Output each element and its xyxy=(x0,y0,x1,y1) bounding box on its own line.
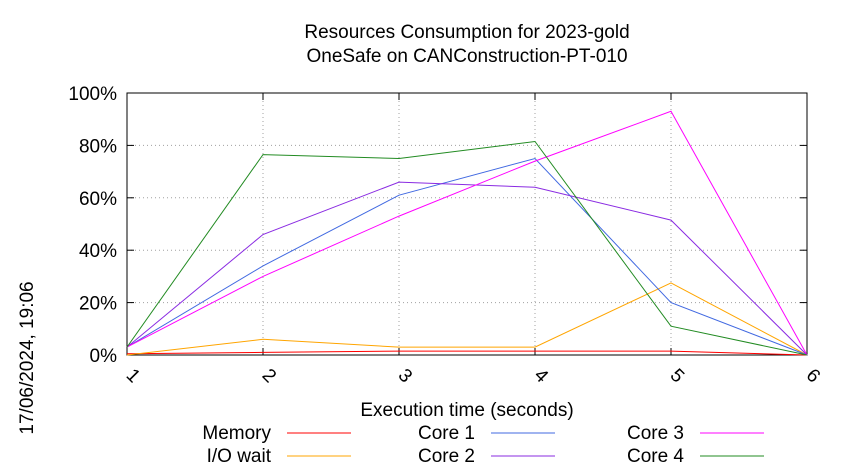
y-tick-label: 40% xyxy=(79,241,117,262)
legend-label: Core 1 xyxy=(418,423,475,444)
legend-label: I/O wait xyxy=(207,446,272,467)
series-line-core-3 xyxy=(126,110,808,356)
y-tick-label: 0% xyxy=(90,346,118,367)
legend-label: Memory xyxy=(202,423,271,444)
legend-label: Core 2 xyxy=(418,446,475,467)
x-axis-label: Execution time (seconds) xyxy=(360,400,573,421)
x-tick-label: 4 xyxy=(530,365,553,388)
y-tick-label: 20% xyxy=(79,294,117,315)
series-line-core-2 xyxy=(126,181,808,356)
x-tick-label: 2 xyxy=(258,365,280,387)
legend-label: Core 4 xyxy=(627,446,684,467)
x-tick-label: 5 xyxy=(666,365,688,387)
chart-title: Resources Consumption for 2023-gold xyxy=(304,22,629,43)
plot-frame xyxy=(126,92,808,356)
timestamp-label: 17/06/2024, 19:06 xyxy=(17,281,38,434)
chart-subtitle: OneSafe on CANConstruction-PT-010 xyxy=(306,46,627,67)
y-tick-label: 60% xyxy=(79,189,117,210)
x-tick-label: 6 xyxy=(802,365,824,387)
grid-lines xyxy=(127,93,807,355)
legend-label: Core 3 xyxy=(627,423,684,444)
series-lines xyxy=(126,110,808,356)
y-tick-label: 100% xyxy=(68,84,117,105)
y-tick-label: 80% xyxy=(79,136,117,157)
x-tick-label: 1 xyxy=(122,365,144,387)
series-line-core-1 xyxy=(126,157,808,356)
series-line-core-4 xyxy=(126,140,808,356)
series-line-i-o-wait xyxy=(126,282,808,356)
y-axis: 0% 20% 40% 60% 80% 100% xyxy=(68,84,807,367)
series-line-memory xyxy=(126,350,808,356)
x-tick-label: 3 xyxy=(394,365,416,387)
